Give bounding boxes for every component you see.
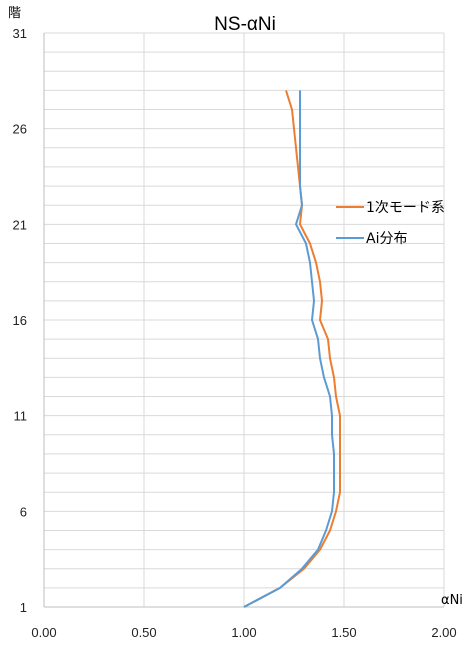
series-line-2 xyxy=(243,90,335,608)
x-tick-label: 0.50 xyxy=(131,625,156,640)
y-tick-label: 31 xyxy=(13,26,27,41)
y-tick-label: 11 xyxy=(14,409,28,424)
x-tick-label: 2.00 xyxy=(431,625,456,640)
y-axis-label: 階 xyxy=(8,6,21,21)
legend: 1次モード系 Ai分布 xyxy=(336,200,445,247)
x-tick-label: 1.00 xyxy=(231,625,256,640)
x-axis-label: αNi xyxy=(441,593,463,608)
chart-title: NS-αNi xyxy=(214,14,276,35)
legend-label-2: Ai分布 xyxy=(366,231,407,247)
legend-label-1: 1次モード系 xyxy=(366,200,445,216)
x-tick-label: 1.50 xyxy=(331,625,356,640)
y-tick-label: 1 xyxy=(20,600,27,615)
grid xyxy=(43,32,445,608)
x-axis-ticks: 0.00 0.50 1.00 1.50 2.00 xyxy=(31,625,456,640)
y-tick-label: 26 xyxy=(13,122,27,137)
y-tick-label: 21 xyxy=(13,217,27,232)
plot-area xyxy=(243,90,341,608)
y-tick-label: 6 xyxy=(20,504,27,519)
x-tick-label: 0.00 xyxy=(31,625,56,640)
y-tick-label: 16 xyxy=(13,313,27,328)
